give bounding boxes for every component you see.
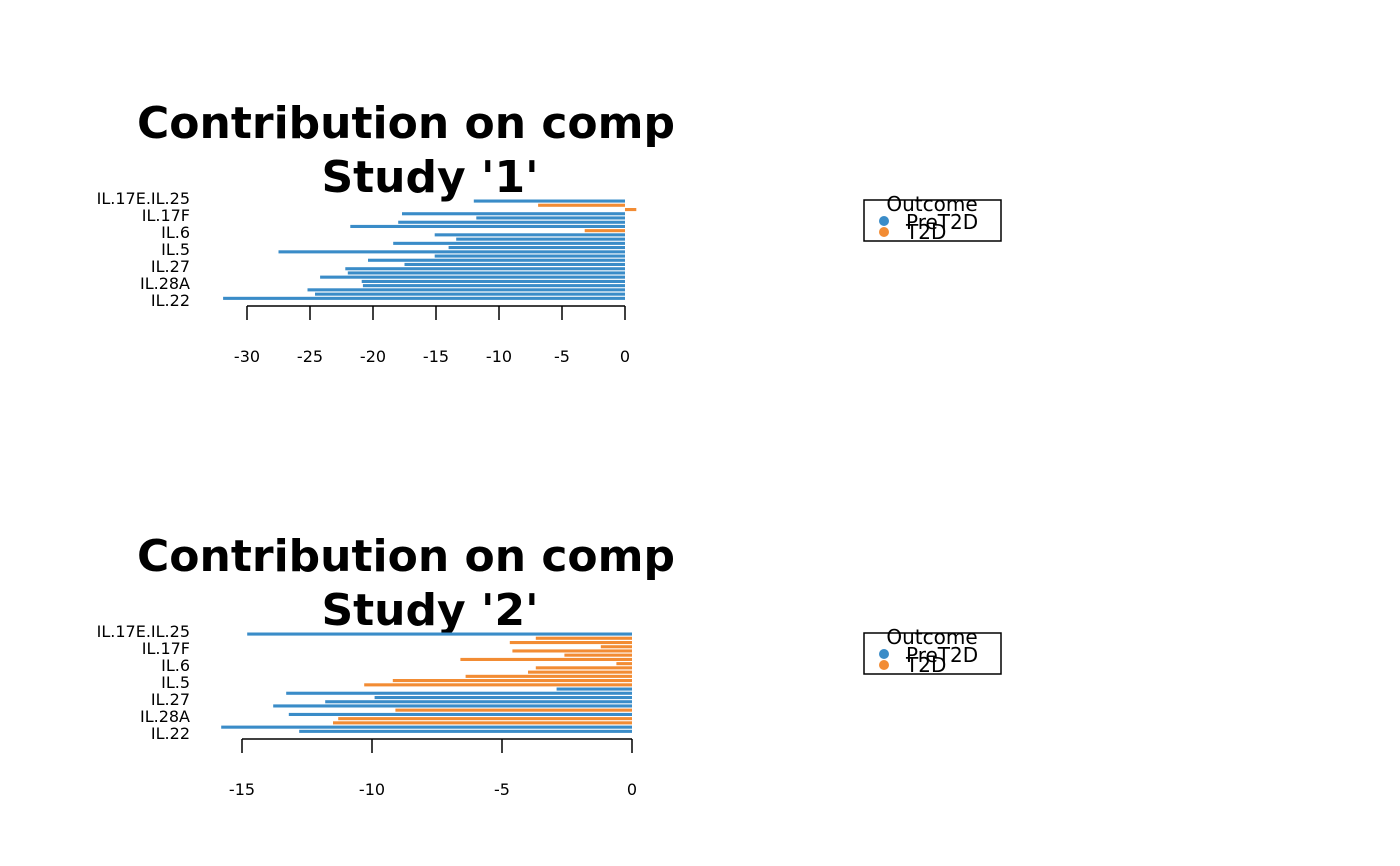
legend-dot-pret2d [879, 649, 889, 659]
bar-pret2d [286, 691, 632, 695]
legend-label-pret2d: PreT2D [906, 643, 978, 667]
bar-pret2d [368, 258, 625, 262]
bar-pret2d [398, 220, 625, 224]
bar-pret2d [362, 284, 625, 288]
y-tick-label: IL.28A [140, 274, 190, 293]
y-tick-labels: IL.17E.IL.25 IL.17F IL.6 IL.5 IL.27 IL.2… [97, 189, 190, 310]
y-tick-labels: IL.17E.IL.25 IL.17F IL.6 IL.5 IL.27 IL.2… [97, 622, 190, 743]
bar-pret2d [404, 262, 625, 266]
bar-pret2d [361, 279, 625, 283]
bar-t2d [584, 229, 625, 233]
y-tick-label: IL.5 [161, 673, 190, 692]
legend-dot-pret2d [879, 216, 889, 226]
legend: Outcome PreT2D T2D [863, 192, 1002, 244]
bar-pret2d [374, 696, 632, 700]
x-tick-label: 0 [627, 780, 637, 799]
bar-t2d [338, 717, 632, 721]
legend-dot-t2d [879, 227, 889, 237]
bar-t2d [535, 666, 632, 670]
bar-pret2d [299, 729, 632, 733]
y-tick-label: IL.17E.IL.25 [97, 622, 190, 641]
bar-pret2d [434, 233, 625, 237]
bar-t2d [395, 708, 632, 712]
x-axis: -30 -25 -20 -15 -10 -5 0 [234, 305, 630, 366]
y-tick-label: IL.6 [161, 223, 190, 242]
y-tick-label: IL.17F [142, 639, 190, 658]
x-axis: -15 -10 -5 0 [229, 738, 637, 799]
bar-pret2d [434, 254, 625, 258]
y-tick-label: IL.22 [151, 291, 190, 310]
bar-t2d [535, 636, 632, 640]
bar-t2d [509, 641, 632, 645]
x-tick-label: -30 [234, 347, 260, 366]
y-tick-label: IL.17E.IL.25 [97, 189, 190, 208]
panel-study-2: Contribution on comp Study '2' IL.17E.IL… [97, 531, 1002, 799]
bar-pret2d [556, 687, 632, 691]
legend-label-t2d: T2D [905, 653, 946, 677]
chart-title-line2: Study '1' [321, 152, 538, 203]
chart-title-line1: Contribution on comp [137, 531, 675, 582]
bar-t2d [512, 649, 632, 653]
bar-pret2d [320, 275, 625, 279]
y-tick-label: IL.22 [151, 724, 190, 743]
bar-pret2d [476, 216, 625, 220]
bar-t2d [528, 670, 632, 674]
x-tick-label: 0 [620, 347, 630, 366]
legend: Outcome PreT2D T2D [863, 625, 1002, 677]
bar-t2d [616, 662, 632, 666]
bars-group [223, 199, 637, 300]
legend-label-pret2d: PreT2D [906, 210, 978, 234]
bar-pret2d [473, 199, 625, 203]
x-tick-label: -15 [423, 347, 449, 366]
bar-pret2d [448, 246, 625, 250]
bar-pret2d [273, 704, 632, 708]
bar-t2d [392, 679, 632, 683]
panel-study-1: Contribution on comp Study '1' IL.17E.IL… [97, 98, 1002, 366]
bar-t2d [460, 657, 632, 661]
y-tick-label: IL.28A [140, 707, 190, 726]
bar-pret2d [456, 237, 625, 241]
legend-title: Outcome [886, 192, 977, 216]
x-tick-label: -20 [360, 347, 386, 366]
x-tick-label: -10 [359, 780, 385, 799]
x-tick-label: -5 [494, 780, 510, 799]
bar-pret2d [288, 712, 632, 716]
bar-pret2d [221, 725, 632, 729]
y-tick-label: IL.17F [142, 206, 190, 225]
bar-pret2d [345, 267, 625, 271]
legend-dot-t2d [879, 660, 889, 670]
y-tick-label: IL.5 [161, 240, 190, 259]
bar-pret2d [347, 271, 625, 275]
chart-title-line1: Contribution on comp [137, 98, 675, 149]
bar-pret2d [307, 288, 625, 292]
bar-t2d [564, 653, 632, 657]
x-tick-label: -15 [229, 780, 255, 799]
bar-pret2d [393, 241, 625, 245]
x-tick-label: -25 [297, 347, 323, 366]
x-tick-label: -10 [486, 347, 512, 366]
y-tick-label: IL.27 [151, 257, 190, 276]
x-tick-label: -5 [554, 347, 570, 366]
legend-label-t2d: T2D [905, 220, 946, 244]
bar-pret2d [278, 250, 625, 254]
bar-t2d [364, 683, 632, 687]
y-tick-label: IL.27 [151, 690, 190, 709]
bar-pret2d [247, 632, 632, 636]
bar-pret2d [325, 700, 632, 704]
bar-t2d [625, 208, 637, 212]
bar-pret2d [315, 292, 625, 296]
bar-t2d [465, 674, 632, 678]
chart-title-line2: Study '2' [321, 585, 538, 636]
bar-pret2d [350, 224, 625, 228]
bars-group [221, 632, 632, 733]
legend-title: Outcome [886, 625, 977, 649]
bar-t2d [538, 203, 625, 207]
bar-t2d [333, 721, 632, 725]
y-tick-label: IL.6 [161, 656, 190, 675]
bar-pret2d [223, 296, 625, 300]
bar-t2d [600, 645, 632, 649]
bar-pret2d [402, 212, 625, 216]
